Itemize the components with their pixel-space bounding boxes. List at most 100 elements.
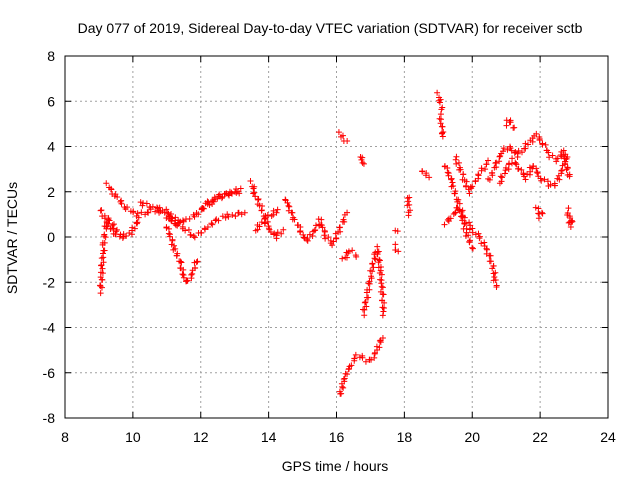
- data-point: [502, 164, 509, 171]
- data-point: [209, 221, 216, 228]
- y-tick-label: -8: [43, 410, 56, 426]
- data-point: [339, 132, 346, 139]
- data-point: [533, 130, 540, 137]
- data-point: [469, 245, 476, 252]
- data-point: [460, 171, 467, 178]
- data-point: [163, 206, 170, 213]
- data-point: [282, 196, 289, 203]
- data-point: [565, 219, 572, 226]
- data-point: [369, 260, 376, 267]
- data-point: [372, 256, 379, 263]
- data-point: [406, 201, 413, 208]
- data-point: [522, 176, 529, 183]
- data-point: [534, 170, 541, 177]
- data-point: [535, 215, 542, 222]
- data-point: [374, 243, 381, 250]
- data-point: [225, 213, 232, 220]
- data-point: [406, 194, 413, 201]
- y-tick-label: -4: [43, 320, 56, 336]
- data-point: [445, 172, 452, 179]
- data-point: [370, 264, 377, 271]
- data-point: [469, 229, 476, 236]
- data-point: [514, 150, 521, 157]
- data-point: [532, 204, 539, 211]
- data-point: [381, 299, 388, 306]
- data-point: [542, 141, 549, 148]
- data-point: [541, 176, 548, 183]
- data-point: [184, 277, 191, 284]
- data-point: [375, 259, 382, 266]
- data-point: [258, 207, 265, 214]
- data-point: [145, 209, 152, 216]
- data-point: [362, 299, 369, 306]
- data-point: [156, 204, 163, 211]
- data-point: [265, 225, 272, 232]
- x-tick-label: 10: [125, 429, 141, 445]
- data-point: [465, 232, 472, 239]
- data-point: [129, 224, 136, 231]
- data-point: [378, 283, 385, 290]
- data-point: [118, 200, 125, 207]
- y-tick-label: 0: [47, 229, 55, 245]
- data-point: [456, 200, 463, 207]
- y-tick-label: -2: [43, 274, 56, 290]
- data-point: [466, 219, 473, 226]
- data-point: [204, 224, 211, 231]
- data-point: [188, 271, 195, 278]
- data-point: [173, 252, 180, 259]
- data-point: [379, 304, 386, 311]
- data-point: [123, 232, 130, 239]
- data-point: [518, 166, 525, 173]
- data-point: [361, 299, 368, 306]
- data-point: [336, 224, 343, 231]
- data-point: [492, 160, 499, 167]
- data-point: [486, 176, 493, 183]
- data-point: [218, 195, 225, 202]
- data-point: [368, 356, 375, 363]
- data-point: [568, 217, 575, 224]
- data-point: [250, 185, 257, 192]
- data-point: [186, 215, 193, 222]
- data-point: [369, 268, 376, 275]
- data-point: [462, 219, 469, 226]
- data-point: [371, 350, 378, 357]
- data-point: [493, 159, 500, 166]
- data-point: [264, 211, 271, 218]
- data-point: [309, 233, 316, 240]
- data-point: [234, 188, 241, 195]
- data-point: [503, 122, 510, 129]
- data-point: [304, 235, 311, 242]
- data-point: [501, 170, 508, 177]
- data-point: [300, 231, 307, 238]
- data-point: [469, 183, 476, 190]
- data-point: [564, 211, 571, 218]
- chart-title: Day 077 of 2019, Sidereal Day-to-day VTE…: [78, 20, 583, 36]
- data-point: [561, 160, 568, 167]
- data-point: [159, 207, 166, 214]
- data-point: [119, 235, 126, 242]
- data-point: [353, 253, 360, 260]
- data-point: [172, 222, 179, 229]
- y-tick-label: -6: [43, 365, 56, 381]
- data-point: [297, 228, 304, 235]
- data-point: [177, 258, 184, 265]
- data-point: [143, 200, 150, 207]
- data-point: [466, 226, 473, 233]
- y-tick-label: 8: [47, 48, 55, 64]
- data-point: [489, 265, 496, 272]
- data-point: [564, 154, 571, 161]
- data-point: [133, 213, 140, 220]
- data-point: [359, 354, 366, 361]
- data-point: [481, 239, 488, 246]
- data-point: [483, 161, 490, 168]
- data-point: [507, 143, 514, 150]
- data-point: [100, 247, 107, 254]
- data-point: [487, 258, 494, 265]
- data-point: [134, 219, 141, 226]
- data-point: [165, 230, 172, 237]
- data-point: [493, 284, 500, 291]
- data-point: [380, 291, 387, 298]
- x-tick-label: 24: [600, 429, 616, 445]
